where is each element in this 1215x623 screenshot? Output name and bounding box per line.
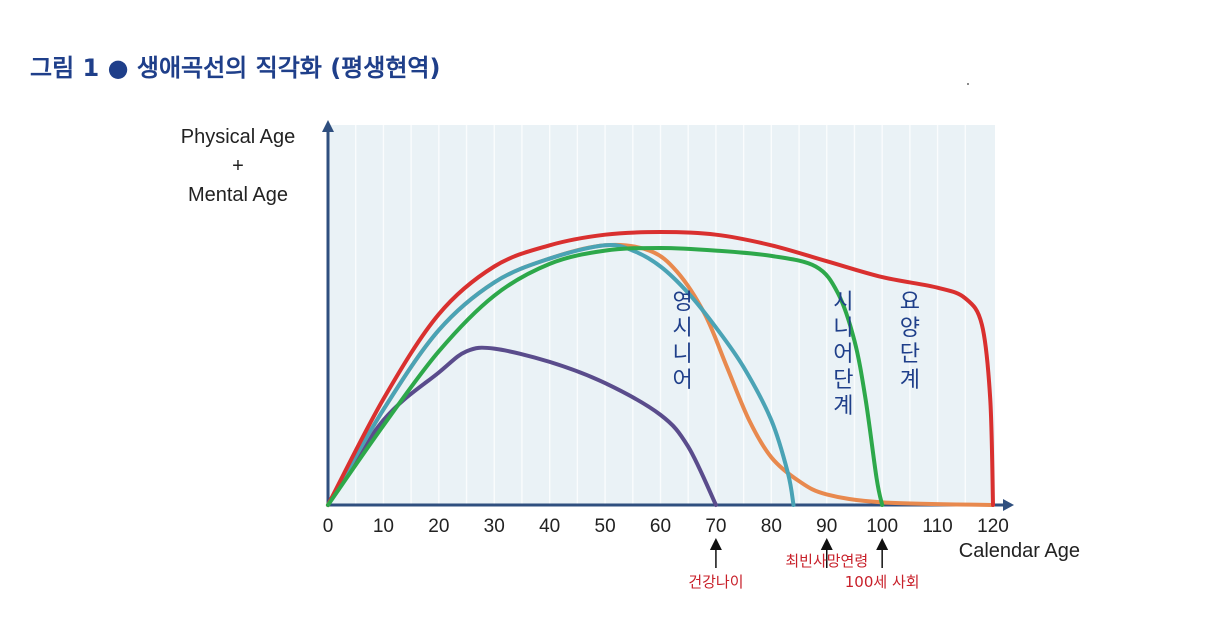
x-tick-label: 90 xyxy=(816,516,837,537)
stage-label-char: 시 xyxy=(673,316,693,341)
stage-label-char: 니 xyxy=(673,342,693,367)
annotation-arrow-head xyxy=(876,538,889,550)
x-tick-label: 30 xyxy=(484,516,505,537)
x-axis-title: Calendar Age xyxy=(959,540,1080,562)
y-axis-title-line: Physical Age xyxy=(181,126,296,148)
series-line-4 xyxy=(326,245,885,507)
stage-label-char: 단 xyxy=(900,342,920,367)
stage-label-char: 영 xyxy=(673,290,693,315)
plot-background xyxy=(328,125,995,505)
stage-label-char: 계 xyxy=(833,394,853,419)
x-tick-label: 70 xyxy=(705,516,726,537)
stage-label-char: 양 xyxy=(900,316,920,341)
stage-label-char: 어 xyxy=(833,342,853,367)
stage-label-char: 단 xyxy=(833,368,853,393)
annotation-label: 100세 사회 xyxy=(845,573,920,591)
y-axis-title-line: Mental Age xyxy=(188,184,288,206)
stage-label-char: 계 xyxy=(900,368,920,393)
stage-label-char: 니 xyxy=(833,316,853,341)
stage-label-char: 시 xyxy=(833,290,853,315)
figure-title: 그림 1 ● 생애곡선의 직각화 (평생현역) xyxy=(30,54,441,82)
series-line-0 xyxy=(326,230,995,507)
y-axis-title-line: + xyxy=(232,155,244,177)
x-tick-label: 40 xyxy=(539,516,560,537)
x-tick-label: 60 xyxy=(650,516,671,537)
x-tick-label: 50 xyxy=(595,516,616,537)
stage-label-char: 요 xyxy=(900,290,920,315)
annotation-label: 최빈사망연령 xyxy=(785,552,868,570)
x-tick-label: 100 xyxy=(866,516,898,537)
x-tick-label: 110 xyxy=(922,516,952,537)
decorative-dot xyxy=(967,83,969,85)
annotation-label: 건강나이 xyxy=(688,573,743,591)
stage-label-char: 어 xyxy=(673,368,693,393)
x-tick-label: 120 xyxy=(977,516,1009,537)
x-tick-label: 20 xyxy=(428,516,449,537)
series-line-1 xyxy=(326,243,796,507)
x-axis-arrow xyxy=(1003,499,1014,511)
x-tick-label: 0 xyxy=(323,516,334,537)
y-axis-arrow xyxy=(322,120,334,132)
annotation-arrow-head xyxy=(709,538,722,550)
annotation-arrow-head xyxy=(820,538,833,550)
x-tick-label: 10 xyxy=(373,516,394,537)
x-tick-label: 80 xyxy=(761,516,782,537)
